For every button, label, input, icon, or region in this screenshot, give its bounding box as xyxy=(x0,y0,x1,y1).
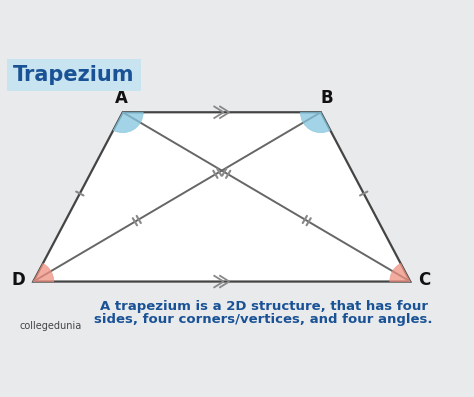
Wedge shape xyxy=(113,112,143,133)
Polygon shape xyxy=(33,112,410,281)
Text: A trapezium is a 2D structure, that has four: A trapezium is a 2D structure, that has … xyxy=(100,300,428,313)
Text: C: C xyxy=(418,271,430,289)
Wedge shape xyxy=(301,112,330,133)
Wedge shape xyxy=(390,264,410,281)
Text: sides, four corners/vertices, and four angles.: sides, four corners/vertices, and four a… xyxy=(94,313,433,326)
Text: Trapezium: Trapezium xyxy=(13,65,135,85)
Text: B: B xyxy=(321,89,334,107)
Wedge shape xyxy=(33,264,54,281)
Text: D: D xyxy=(11,271,25,289)
Text: A: A xyxy=(115,89,128,107)
Text: collegedunia: collegedunia xyxy=(20,322,82,331)
